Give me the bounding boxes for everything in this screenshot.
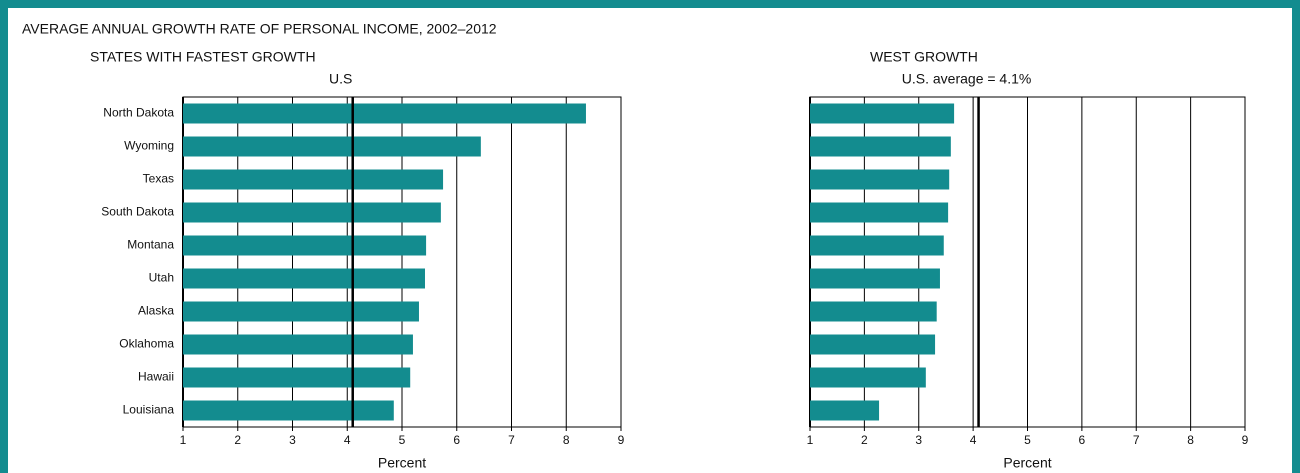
x-tick-label: 9: [618, 433, 625, 447]
bar: [810, 334, 936, 355]
x-axis-label: Percent: [378, 455, 426, 471]
x-tick-label: 6: [453, 433, 460, 447]
x-tick-label: 7: [1133, 433, 1140, 447]
chart-subtitle: STATES WITH FASTEST GROWTH: [90, 49, 316, 65]
bar: [810, 235, 944, 256]
bar: [810, 103, 955, 124]
y-tick-label: Louisiana: [123, 403, 175, 417]
y-tick-label: Texas: [143, 172, 174, 186]
y-tick-label: Alaska: [138, 304, 174, 318]
bar: [183, 268, 425, 289]
reference-label: U.S: [329, 71, 352, 87]
y-tick-label: North Dakota: [103, 106, 174, 120]
chart-subtitle: WEST GROWTH: [870, 49, 978, 65]
bar: [183, 334, 413, 355]
bar: [183, 136, 481, 157]
main-title: AVERAGE ANNUAL GROWTH RATE OF PERSONAL I…: [22, 21, 497, 37]
x-tick-label: 9: [1242, 433, 1249, 447]
x-tick-label: 6: [1079, 433, 1086, 447]
bar: [810, 400, 880, 421]
x-tick-label: 1: [180, 433, 187, 447]
x-tick-label: 1: [807, 433, 814, 447]
bar: [183, 400, 394, 421]
x-tick-label: 4: [344, 433, 351, 447]
bar: [810, 136, 951, 157]
y-tick-label: South Dakota: [101, 205, 174, 219]
bar: [183, 301, 419, 322]
y-tick-label: Hawaii: [138, 370, 174, 384]
x-tick-label: 8: [1187, 433, 1194, 447]
x-tick-label: 2: [861, 433, 868, 447]
x-tick-label: 5: [1024, 433, 1031, 447]
bar: [810, 268, 940, 289]
x-tick-label: 3: [289, 433, 296, 447]
x-tick-label: 5: [399, 433, 406, 447]
y-tick-label: Oklahoma: [119, 337, 174, 351]
x-tick-label: 2: [234, 433, 241, 447]
y-tick-label: Utah: [149, 271, 174, 285]
bar: [183, 235, 427, 256]
bar: [183, 169, 444, 190]
bar: [183, 367, 411, 388]
bar: [810, 367, 926, 388]
x-tick-label: 4: [970, 433, 977, 447]
bar: [183, 202, 441, 223]
bar: [810, 169, 950, 190]
bar: [810, 202, 949, 223]
x-tick-label: 8: [563, 433, 570, 447]
x-tick-label: 3: [915, 433, 922, 447]
y-tick-label: Wyoming: [124, 139, 174, 153]
x-axis-label: Percent: [1003, 455, 1051, 471]
bar: [810, 301, 937, 322]
reference-label: U.S. average = 4.1%: [902, 71, 1032, 87]
y-tick-label: Montana: [127, 238, 174, 252]
bar: [183, 103, 586, 124]
x-tick-label: 7: [508, 433, 515, 447]
